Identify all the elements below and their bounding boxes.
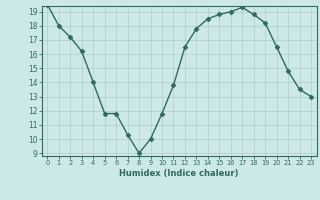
X-axis label: Humidex (Indice chaleur): Humidex (Indice chaleur): [119, 169, 239, 178]
